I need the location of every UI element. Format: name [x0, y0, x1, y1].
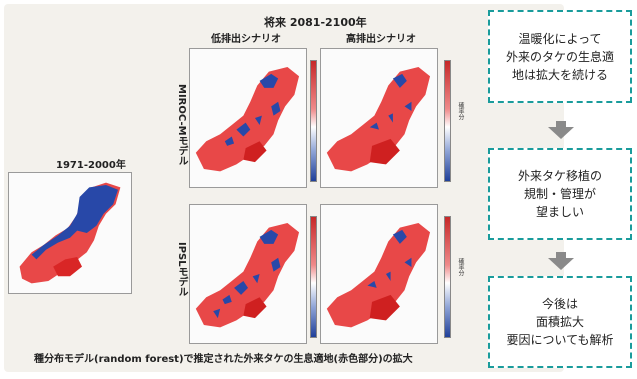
flow-box-habitat-expansion: 温暖化によって 外来のタケの生息適 地は拡大を続ける [488, 10, 632, 103]
flow-box-future-analysis: 今後は 面積拡大 要因についても解析 [488, 276, 632, 368]
flow-box-line: 地は拡大を続ける [511, 67, 608, 82]
map-graphic [195, 66, 300, 172]
map-past-1971-2000 [8, 172, 132, 294]
down-arrow-icon [548, 121, 574, 139]
model-label-ipsl: IPSLモデル [176, 242, 187, 297]
flow-box-line: 規制・管理が [523, 187, 596, 201]
model-label-miroc: MIROC-Mモデル [176, 84, 187, 166]
high-emission-title: 高排出シナリオ [346, 34, 416, 45]
colorbar-miroc-high [444, 60, 451, 182]
down-arrow-icon [548, 252, 574, 270]
map-miroc-high-emission [320, 48, 438, 188]
map-graphic [19, 182, 121, 284]
figure-caption: 種分布モデル(random forest)で推定された外来タケの生息適地(赤色部… [34, 354, 413, 365]
flow-box-line: 望ましい [535, 205, 584, 219]
flow-box-line: 面積拡大 [535, 315, 584, 329]
flow-box-line: 外来のタケの生息適 [505, 49, 614, 64]
flow-box-regulation: 外来タケ移植の 規制・管理が 望ましい [488, 148, 632, 240]
future-period-title: 将来 2081-2100年 [264, 16, 367, 29]
colorbar-label-ipsl: 確率分 [457, 258, 464, 276]
flow-box-line: 外来タケ移植の [517, 169, 602, 183]
map-miroc-low-emission [189, 48, 307, 188]
map-graphic [326, 66, 431, 172]
colorbar-label-miroc: 確率分 [457, 102, 464, 120]
map-ipsl-high-emission [320, 204, 438, 344]
colorbar-miroc-low [310, 60, 317, 182]
flow-box-line: 今後は [541, 297, 578, 311]
colorbar-ipsl-low [310, 216, 317, 338]
past-period-title: 1971-2000年 [56, 160, 126, 171]
map-graphic [326, 222, 431, 328]
low-emission-title: 低排出シナリオ [211, 34, 281, 45]
colorbar-ipsl-high [444, 216, 451, 338]
map-ipsl-low-emission [189, 204, 307, 344]
map-graphic [195, 222, 300, 328]
flow-box-line: 要因についても解析 [506, 333, 614, 347]
distribution-figure: 将来 2081-2100年 低排出シナリオ 高排出シナリオ 1971-2000年… [4, 4, 564, 372]
flow-box-line: 温暖化によって [518, 31, 602, 46]
